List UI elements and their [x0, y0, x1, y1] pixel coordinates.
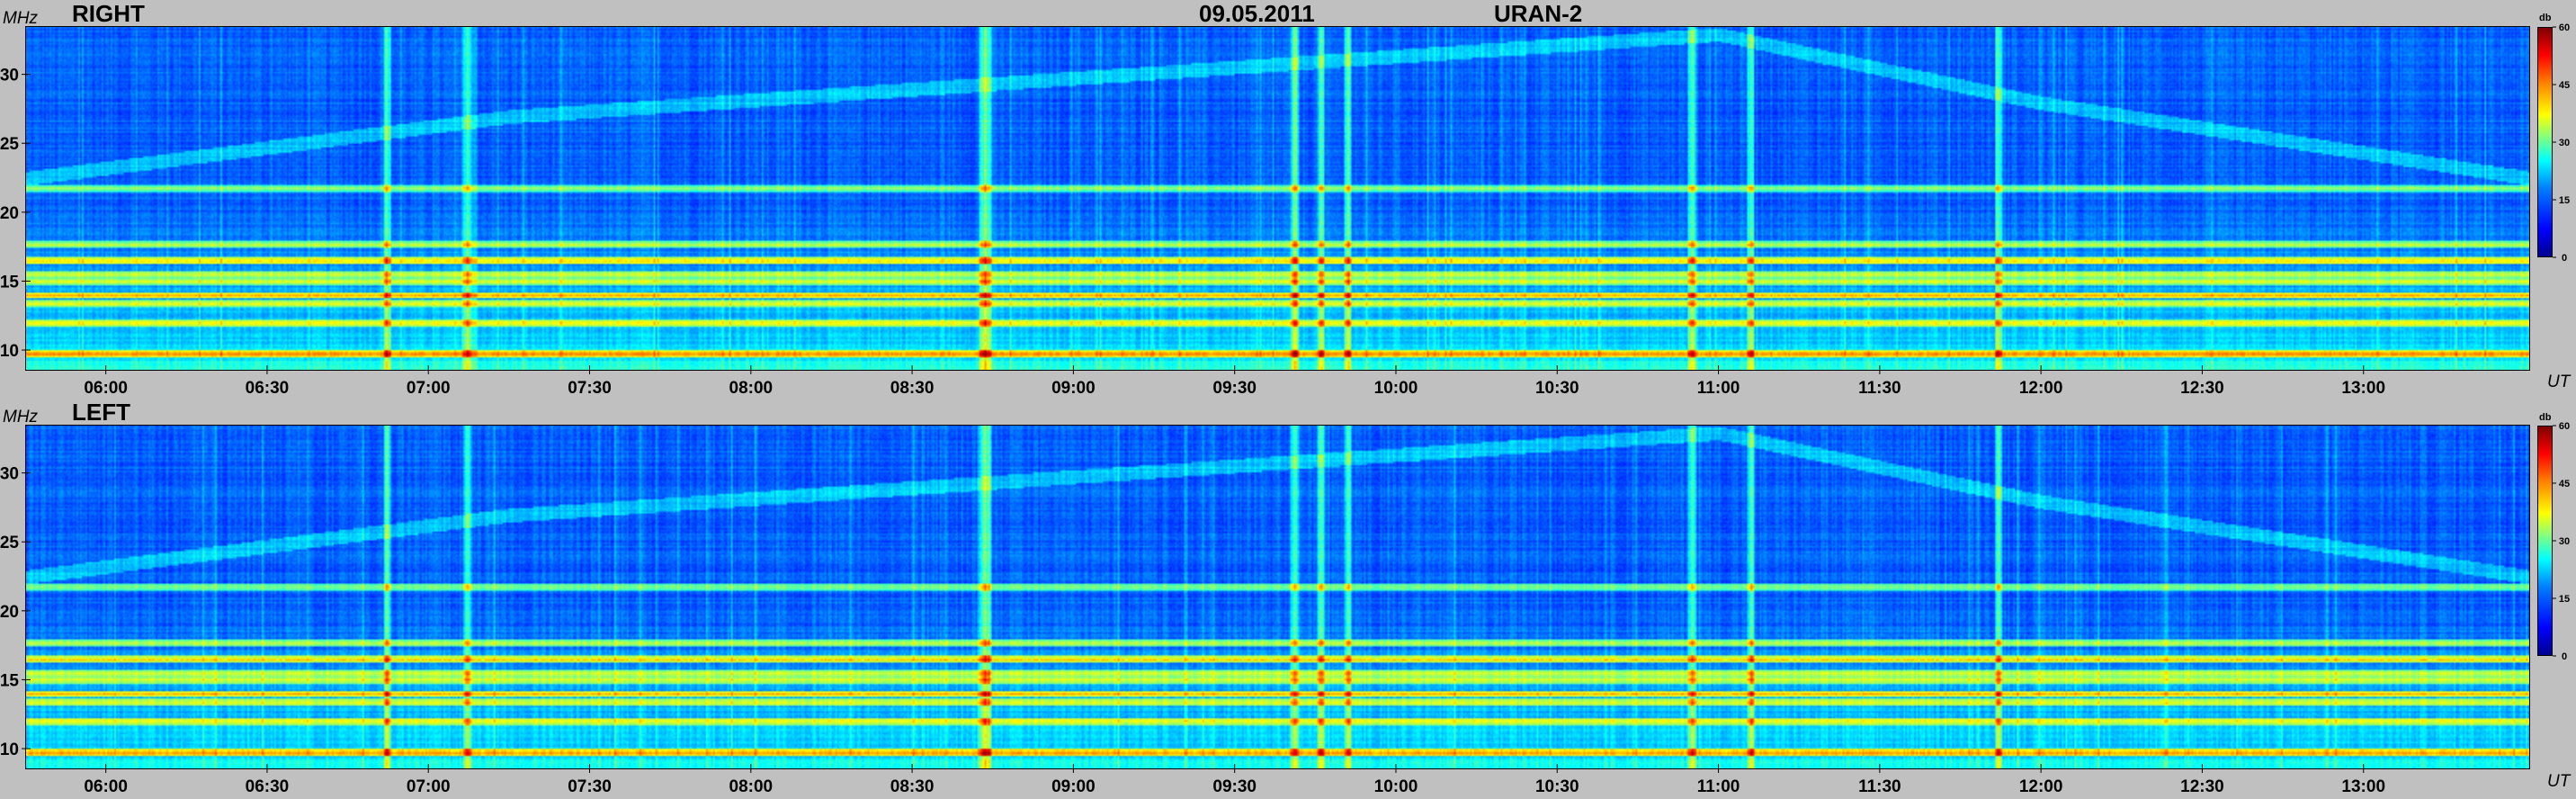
x-tick-label: 13:00	[2341, 379, 2385, 398]
y-tick-label: 25	[0, 135, 19, 154]
x-tick-label: 12:00	[2019, 777, 2063, 796]
colorbar-tick-label: 0	[2562, 253, 2567, 264]
y-tick-label: 15	[0, 671, 19, 690]
spectrogram-left-canvas	[26, 426, 2529, 768]
x-tick-label: 11:00	[1697, 777, 1740, 796]
colorbar-unit-top: db	[2539, 13, 2552, 23]
spectrogram-right	[25, 26, 2530, 371]
colorbar-tick-label: 0	[2562, 651, 2567, 662]
x-tick-label: 11:30	[1858, 777, 1901, 796]
colorbar-tick-label: 30	[2559, 138, 2570, 148]
x-tick-label: 10:00	[1374, 379, 1418, 398]
spectrogram-left	[25, 425, 2530, 769]
colorbar-tick-label: 60	[2559, 22, 2570, 33]
x-tick-label: 06:30	[246, 777, 290, 796]
x-tick-label: 08:30	[890, 379, 935, 398]
x-tick-label: 09:00	[1051, 379, 1096, 398]
x-tick-label: 09:30	[1212, 379, 1257, 398]
x-tick-label: 11:00	[1697, 379, 1740, 398]
observation-date: 09.05.2011	[1199, 0, 1315, 27]
colorbar-left	[2537, 426, 2553, 656]
x-tick-label: 12:30	[2180, 379, 2224, 398]
x-tick-label: 07:00	[407, 777, 451, 796]
x-tick-label: 10:00	[1374, 777, 1418, 796]
colorbar-tick-label: 45	[2559, 479, 2570, 489]
y-tick-label: 20	[0, 204, 19, 223]
x-tick-label: 12:30	[2180, 777, 2224, 796]
y-tick-label: 15	[0, 273, 19, 292]
y-tick-label: 30	[0, 465, 19, 484]
x-tick-label: 08:00	[729, 379, 774, 398]
x-tick-label: 06:30	[246, 379, 290, 398]
instrument-name: URAN-2	[1494, 0, 1583, 27]
colorbar-right	[2537, 27, 2553, 257]
y-tick-label: 25	[0, 534, 19, 552]
x-tick-label: 07:30	[568, 777, 612, 796]
y-unit-label-bottom: MHz	[3, 408, 39, 426]
y-tick-label: 20	[0, 603, 19, 622]
colorbar-tick-label: 30	[2559, 536, 2570, 547]
x-unit-label-top: UT	[2547, 373, 2571, 391]
x-tick-label: 11:30	[1858, 379, 1901, 398]
y-tick-label: 30	[0, 67, 19, 85]
x-tick-label: 06:00	[84, 777, 128, 796]
x-tick-label: 12:00	[2019, 379, 2063, 398]
x-tick-label: 10:30	[1535, 777, 1579, 796]
x-tick-label: 10:30	[1535, 379, 1579, 398]
x-tick-label: 07:30	[568, 379, 612, 398]
x-tick-label: 06:00	[84, 379, 128, 398]
colorbar-tick-label: 45	[2559, 80, 2570, 91]
panel-title-right: RIGHT	[72, 0, 145, 27]
y-unit-label-top: MHz	[3, 9, 39, 28]
x-unit-label-bottom: UT	[2547, 772, 2571, 791]
x-tick-label: 13:00	[2341, 777, 2385, 796]
y-tick-label: 10	[0, 342, 19, 361]
colorbar-tick-label: 15	[2559, 195, 2570, 206]
x-tick-label: 09:30	[1212, 777, 1257, 796]
colorbar-tick-label: 60	[2559, 421, 2570, 432]
x-tick-label: 07:00	[407, 379, 451, 398]
colorbar-tick-label: 15	[2559, 594, 2570, 605]
x-tick-label: 09:00	[1051, 777, 1096, 796]
colorbar-unit-bottom: db	[2539, 412, 2552, 423]
x-tick-label: 08:00	[729, 777, 774, 796]
y-tick-label: 10	[0, 741, 19, 759]
x-tick-label: 08:30	[890, 777, 935, 796]
spectrogram-right-canvas	[26, 27, 2529, 370]
panel-title-left: LEFT	[72, 399, 130, 426]
